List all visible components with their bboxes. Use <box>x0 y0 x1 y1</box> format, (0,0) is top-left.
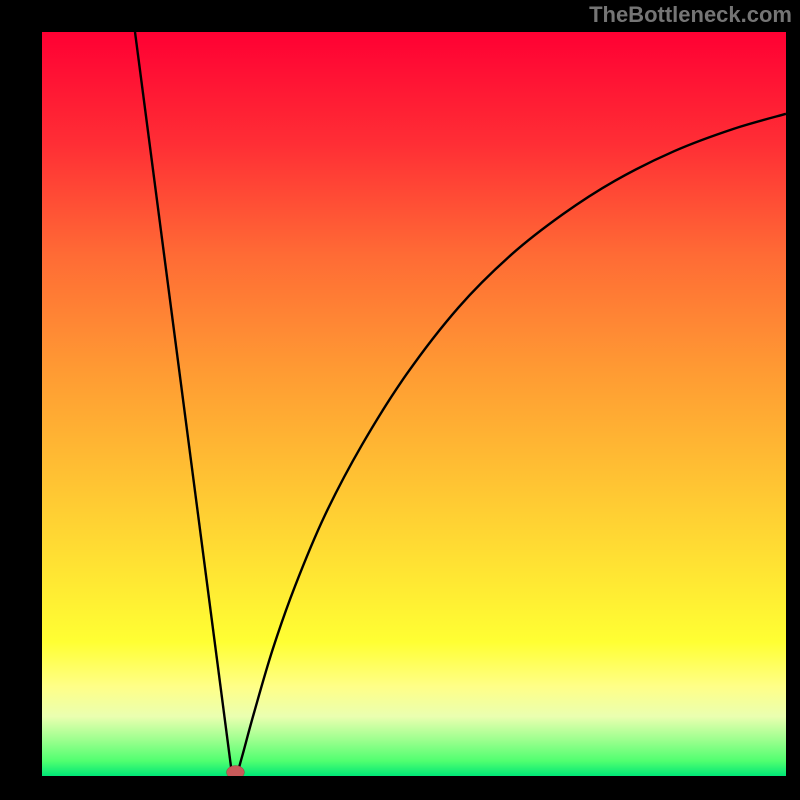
chart-svg <box>42 32 786 776</box>
watermark-text: TheBottleneck.com <box>589 2 792 28</box>
chart-plot-area <box>42 32 786 776</box>
gradient-background <box>42 32 786 776</box>
